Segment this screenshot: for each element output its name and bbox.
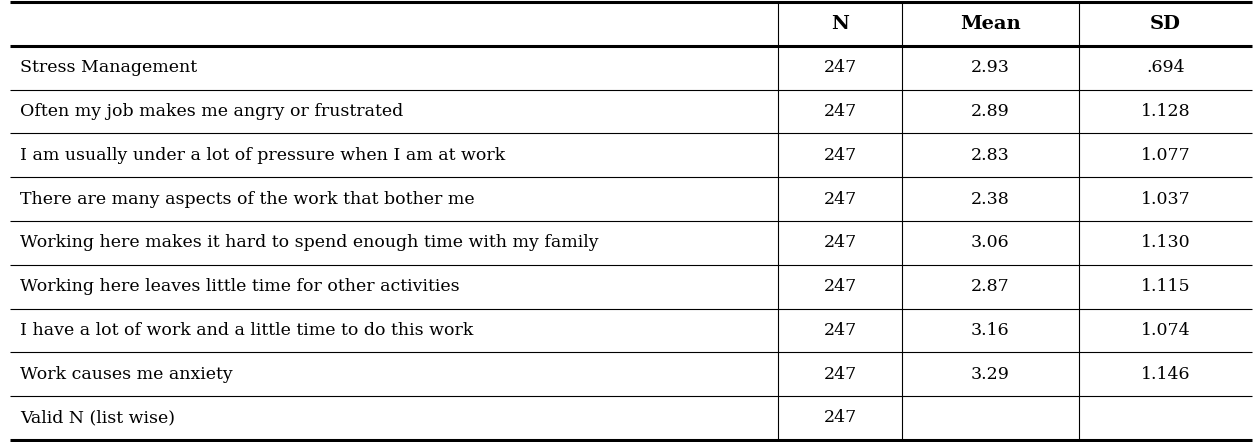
Text: I am usually under a lot of pressure when I am at work: I am usually under a lot of pressure whe… [20, 147, 506, 164]
Text: There are many aspects of the work that bother me: There are many aspects of the work that … [20, 191, 474, 208]
Text: 3.06: 3.06 [971, 234, 1009, 251]
Text: Often my job makes me angry or frustrated: Often my job makes me angry or frustrate… [20, 103, 403, 120]
Text: 247: 247 [823, 191, 857, 208]
Text: Work causes me anxiety: Work causes me anxiety [20, 366, 233, 383]
Text: 1.115: 1.115 [1141, 278, 1190, 295]
Text: 1.130: 1.130 [1141, 234, 1190, 251]
Text: 247: 247 [823, 322, 857, 339]
Text: 247: 247 [823, 234, 857, 251]
Text: 3.16: 3.16 [971, 322, 1009, 339]
Text: 2.38: 2.38 [971, 191, 1010, 208]
Text: 247: 247 [823, 59, 857, 76]
Text: 1.128: 1.128 [1141, 103, 1190, 120]
Text: Valid N (list wise): Valid N (list wise) [20, 409, 176, 427]
Text: 247: 247 [823, 409, 857, 427]
Text: 1.077: 1.077 [1141, 147, 1191, 164]
Text: 1.037: 1.037 [1141, 191, 1191, 208]
Text: Working here leaves little time for other activities: Working here leaves little time for othe… [20, 278, 459, 295]
Text: Stress Management: Stress Management [20, 59, 197, 76]
Text: 247: 247 [823, 366, 857, 383]
Text: I have a lot of work and a little time to do this work: I have a lot of work and a little time t… [20, 322, 473, 339]
Text: N: N [831, 15, 848, 33]
Text: Working here makes it hard to spend enough time with my family: Working here makes it hard to spend enou… [20, 234, 599, 251]
Text: .694: .694 [1146, 59, 1185, 76]
Text: 2.87: 2.87 [971, 278, 1010, 295]
Text: 3.29: 3.29 [971, 366, 1010, 383]
Text: Mean: Mean [960, 15, 1020, 33]
Text: 247: 247 [823, 103, 857, 120]
Text: 2.83: 2.83 [971, 147, 1010, 164]
Text: 2.89: 2.89 [971, 103, 1010, 120]
Text: 247: 247 [823, 147, 857, 164]
Text: SD: SD [1150, 15, 1181, 33]
Text: 247: 247 [823, 278, 857, 295]
Text: 2.93: 2.93 [971, 59, 1010, 76]
Text: 1.146: 1.146 [1141, 366, 1190, 383]
Text: 1.074: 1.074 [1141, 322, 1190, 339]
